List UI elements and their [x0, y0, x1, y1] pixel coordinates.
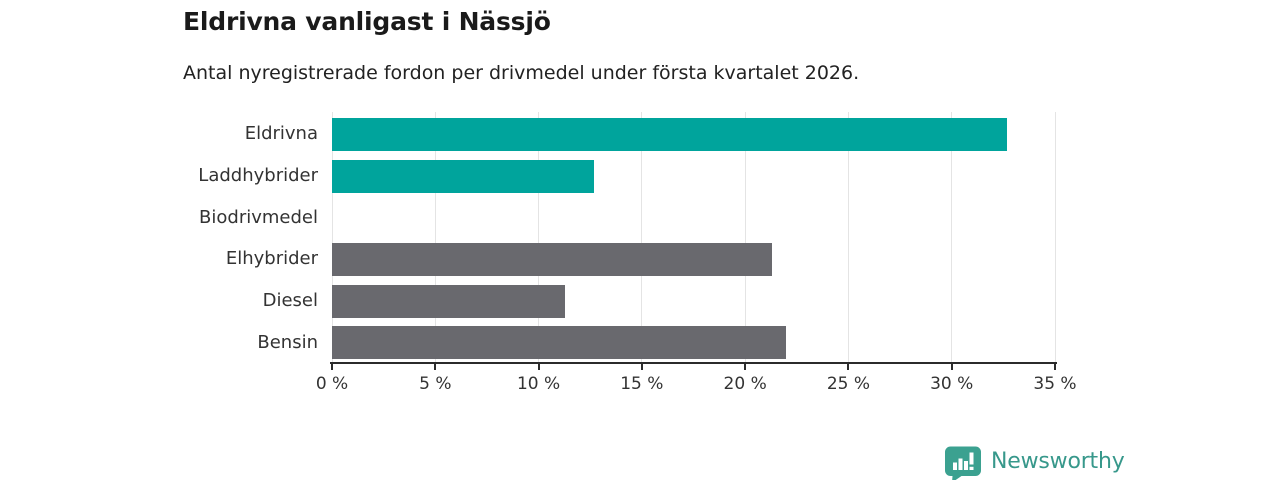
newsworthy-logo: Newsworthy: [944, 446, 1125, 480]
x-axis-line: [330, 362, 1057, 364]
chart-subtitle: Antal nyregistrerade fordon per drivmede…: [183, 62, 860, 84]
x-axis-tick: [744, 364, 747, 370]
category-label-biodrivmedel: Biodrivmedel: [199, 206, 318, 228]
bar-bensin: [332, 326, 787, 360]
category-label-bensin: Bensin: [257, 331, 318, 353]
bar-eldrivna: [332, 117, 1008, 151]
x-axis-tick: [331, 364, 333, 370]
gridline: [744, 112, 746, 362]
bar-laddhybrider: [332, 159, 595, 193]
newsworthy-bubble-chart-icon: [945, 446, 981, 480]
gridline: [434, 112, 436, 362]
gridline: [641, 112, 643, 362]
category-label-elhybrider: Elhybrider: [225, 248, 318, 270]
x-tick-label: 5 %: [419, 374, 452, 394]
bar-elhybrider: [332, 242, 772, 276]
x-tick-label: 20 %: [723, 374, 767, 394]
category-label-laddhybrider: Laddhybrider: [198, 165, 318, 186]
gridline: [847, 112, 849, 362]
chart-title: Eldrivna vanligast i Nässjö: [183, 7, 551, 36]
x-axis-tick: [537, 364, 540, 370]
x-tick-label: 35 %: [1033, 374, 1077, 394]
x-tick-label: 0 %: [315, 374, 349, 394]
x-axis-tick: [434, 364, 437, 370]
x-tick-label: 15 %: [620, 374, 664, 394]
x-tick-label: 25 %: [826, 374, 871, 394]
category-label-diesel: Diesel: [262, 290, 318, 311]
category-label-eldrivna: Eldrivna: [244, 123, 318, 145]
x-tick-label: 30 %: [930, 374, 974, 394]
x-axis-tick: [640, 364, 643, 370]
plot-area: 0 % 5 % 10 % 15 % 20 % 25 % 30 % 35 %: [316, 112, 1077, 394]
x-axis-tick: [1054, 364, 1056, 370]
gridline: [538, 112, 540, 362]
gridline: [951, 112, 953, 362]
x-axis-tick: [847, 364, 850, 370]
gridline: [331, 112, 333, 362]
x-tick-label: 10 %: [516, 374, 561, 394]
gridline: [1054, 112, 1056, 362]
bar-diesel: [332, 284, 566, 318]
x-axis-tick: [950, 364, 953, 370]
newsworthy-logo-text: Newsworthy: [991, 449, 1125, 474]
